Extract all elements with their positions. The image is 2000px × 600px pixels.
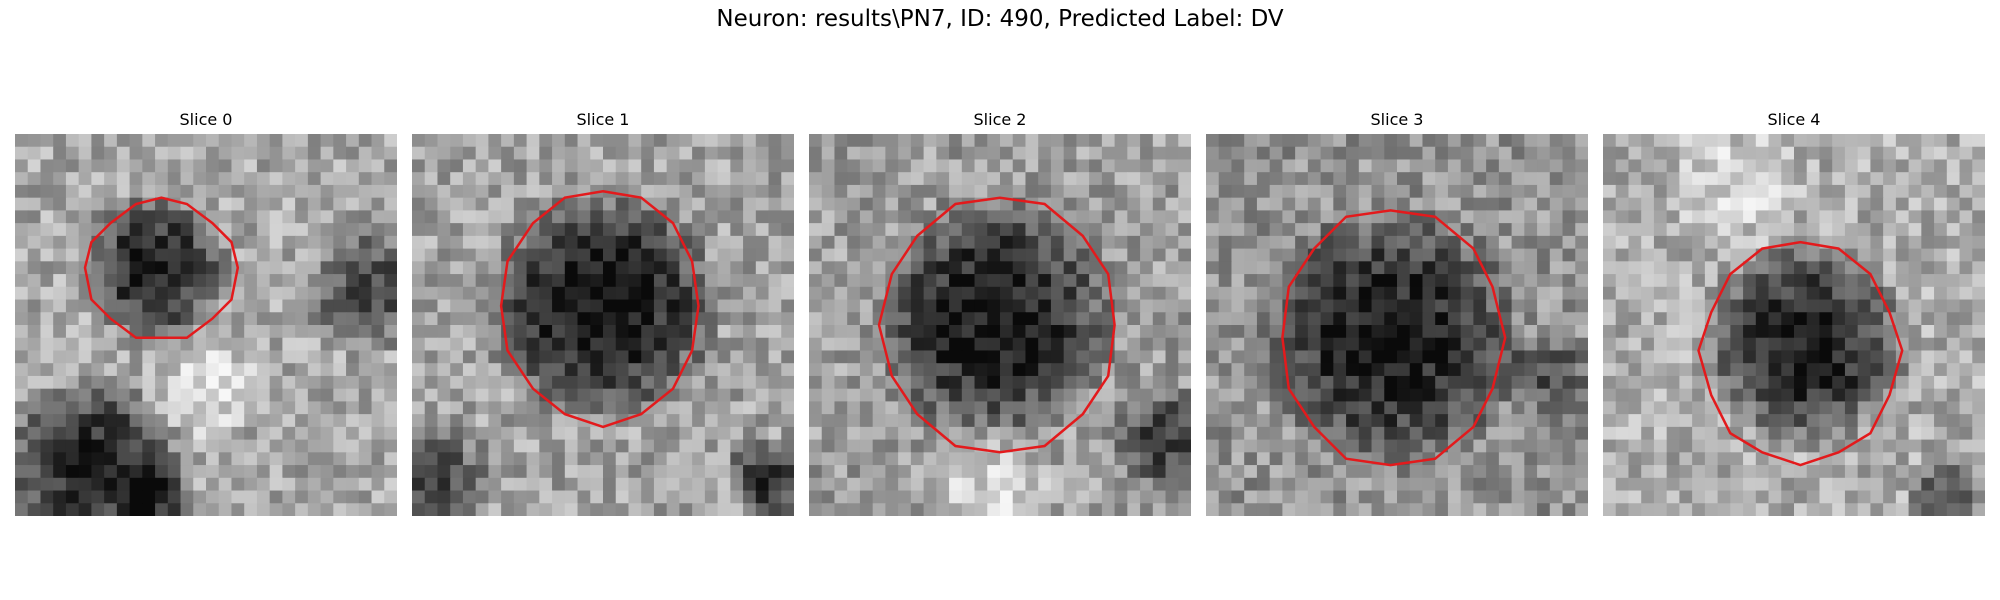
cell-contour: [1281, 209, 1507, 467]
slice-image: [1603, 134, 1985, 516]
figure-title: Neuron: results\PN7, ID: 490, Predicted …: [716, 6, 1284, 32]
slice-panel-1: Slice 1: [412, 108, 794, 516]
slice-pixels: [809, 134, 1191, 516]
slice-pixels: [1206, 134, 1588, 516]
slice-image: [809, 134, 1191, 516]
slice-title: Slice 2: [973, 110, 1027, 129]
cell-contour: [83, 196, 240, 339]
slice-image: [15, 134, 397, 516]
slice-panel-2: Slice 2: [809, 108, 1191, 516]
slice-pixels: [15, 134, 397, 516]
slice-panel-0: Slice 0: [15, 108, 397, 516]
slice-image: [1206, 134, 1588, 516]
slice-title: Slice 4: [1767, 110, 1821, 129]
cell-contour: [1697, 240, 1904, 467]
slice-pixels: [412, 134, 794, 516]
slice-pixels: [1603, 134, 1985, 516]
slice-title: Slice 3: [1370, 110, 1424, 129]
slice-title: Slice 0: [179, 110, 233, 129]
cell-contour: [499, 190, 700, 429]
slice-image: [412, 134, 794, 516]
slice-panel-4: Slice 4: [1603, 108, 1985, 516]
slice-title: Slice 1: [576, 110, 630, 129]
cell-contour: [877, 196, 1116, 454]
slice-panel-3: Slice 3: [1206, 108, 1588, 516]
